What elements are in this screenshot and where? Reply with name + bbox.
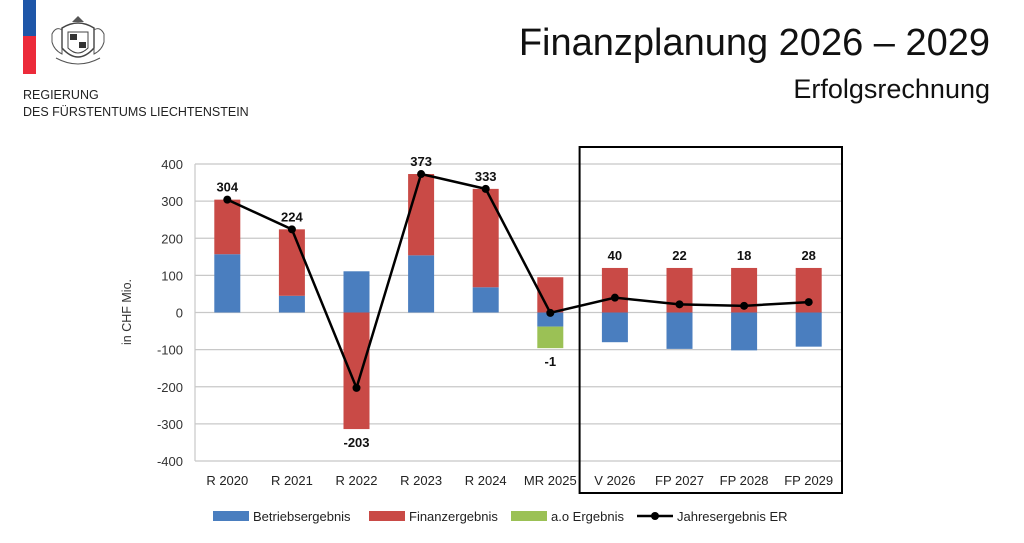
legend-swatch	[213, 511, 249, 521]
data-label: 40	[608, 248, 622, 263]
bar-finanzergebnis	[472, 188, 499, 288]
line-point	[740, 301, 749, 310]
line-point	[481, 184, 490, 193]
y-tick-label: -400	[157, 454, 183, 469]
data-label: -203	[343, 435, 369, 450]
data-label: 224	[281, 209, 303, 224]
page-subtitle: Erfolgsrechnung	[793, 74, 990, 104]
page-title: Finanzplanung 2026 – 2029	[518, 22, 990, 64]
y-tick-label: -200	[157, 380, 183, 395]
line-point	[546, 308, 555, 317]
line-point	[287, 225, 296, 234]
y-tick-label: 400	[161, 157, 183, 172]
x-tick-label: FP 2027	[655, 473, 704, 488]
x-tick-label: MR 2025	[524, 473, 577, 488]
x-tick-label: FP 2028	[720, 473, 769, 488]
line-point	[417, 170, 426, 179]
legend-label: Finanzergebnis	[409, 509, 498, 524]
org-line-1: REGIERUNG	[23, 88, 99, 102]
y-tick-label: 100	[161, 268, 183, 283]
data-label: 18	[737, 248, 751, 263]
organization-name: REGIERUNG DES FÜRSTENTUMS LIECHTENSTEIN	[23, 87, 249, 121]
y-tick-label: -300	[157, 417, 183, 432]
line-point	[675, 300, 684, 309]
line-point	[223, 195, 232, 204]
bar-finanzergebnis	[601, 267, 628, 313]
bar-betriebsergebnis	[795, 312, 822, 347]
bar-betriebsergebnis	[278, 295, 305, 313]
flag-blue-stripe	[23, 0, 36, 36]
bar-betriebsergebnis	[408, 255, 435, 313]
y-tick-label: 200	[161, 231, 183, 246]
data-label: 373	[410, 154, 432, 169]
bar-betriebsergebnis	[731, 312, 758, 351]
bar-betriebsergebnis	[601, 312, 628, 343]
bar-a-o-ergebnis	[537, 326, 564, 349]
x-tick-label: R 2024	[465, 473, 507, 488]
x-tick-label: R 2020	[206, 473, 248, 488]
x-tick-label: FP 2029	[784, 473, 833, 488]
data-label: -1	[545, 354, 557, 369]
bar-betriebsergebnis	[472, 287, 499, 313]
bar-betriebsergebnis	[214, 254, 241, 313]
legend-swatch	[511, 511, 547, 521]
coat-of-arms-logo	[51, 16, 105, 65]
flag-red-stripe	[23, 36, 36, 74]
bar-betriebsergebnis	[537, 312, 564, 327]
line-point	[352, 383, 361, 392]
org-line-2: DES FÜRSTENTUMS LIECHTENSTEIN	[23, 105, 249, 119]
bar-betriebsergebnis	[666, 312, 693, 349]
y-axis-label: in CHF Mio.	[120, 279, 134, 345]
data-label: 304	[216, 180, 238, 195]
legend-swatch	[369, 511, 405, 521]
x-tick-label: R 2021	[271, 473, 313, 488]
bar-finanzergebnis	[343, 312, 370, 430]
bar-betriebsergebnis	[343, 271, 370, 313]
legend-marker	[651, 512, 659, 520]
bar-finanzergebnis	[408, 174, 435, 256]
legend-label: Jahresergebnis ER	[677, 509, 788, 524]
y-tick-label: 0	[176, 306, 183, 321]
y-tick-label: 300	[161, 194, 183, 209]
legend-label: a.o Ergebnis	[551, 509, 624, 524]
bar-finanzergebnis	[214, 199, 241, 255]
x-tick-label: R 2023	[400, 473, 442, 488]
line-point	[804, 298, 813, 307]
x-tick-label: R 2022	[336, 473, 378, 488]
line-jahresergebnis	[226, 172, 809, 392]
y-tick-label: -100	[157, 343, 183, 358]
legend-label: Betriebsergebnis	[253, 509, 351, 524]
x-tick-label: V 2026	[594, 473, 635, 488]
bar-finanzergebnis	[278, 229, 305, 296]
data-label: 22	[672, 248, 686, 263]
data-label: 333	[475, 169, 497, 184]
data-label: 28	[801, 248, 815, 263]
line-point	[610, 293, 619, 302]
forecast-highlight-box	[578, 146, 843, 494]
